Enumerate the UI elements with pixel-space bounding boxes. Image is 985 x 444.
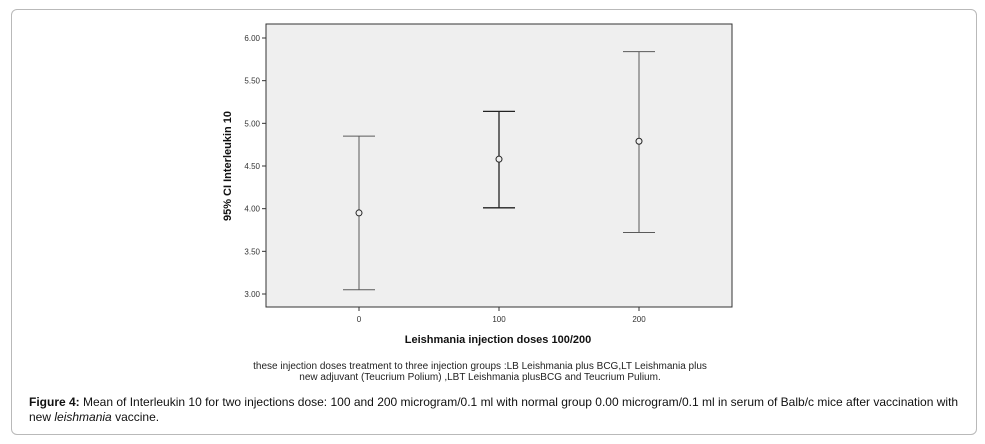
note-line-1: these injection doses treatment to three… <box>253 361 707 372</box>
y-tick-label: 4.00 <box>244 205 260 214</box>
error-bar-group <box>483 110 515 209</box>
error-bar-group <box>343 135 375 291</box>
y-tick-label: 5.50 <box>244 77 260 86</box>
mean-point <box>495 155 503 163</box>
chart: 3.00 3.50 4.00 4.50 5.00 5.50 6.00 0 100 200 95%… <box>222 23 733 346</box>
y-axis-title: 95% CI Interleukin 10 <box>222 111 234 221</box>
mean-point <box>355 209 363 217</box>
y-tick-label: 5.00 <box>244 119 260 128</box>
y-axis: 3.00 3.50 4.00 4.50 5.00 5.50 6.00 <box>244 34 266 299</box>
x-tick-label: 200 <box>632 315 646 324</box>
caption-label: Figure 4: <box>29 395 80 409</box>
note-line-2: new adjuvant (Teucrium Polium) ,LBT Leis… <box>299 372 661 383</box>
y-tick-label: 4.50 <box>244 162 260 171</box>
error-bar-group <box>623 51 655 234</box>
y-tick-label: 3.00 <box>244 290 260 299</box>
x-axis: 0 100 200 <box>357 307 646 324</box>
y-tick-label: 3.50 <box>244 247 260 256</box>
caption-text: Mean of Interleukin 10 for two injection… <box>29 395 959 424</box>
caption-text-end: vaccine. <box>111 410 160 424</box>
mean-point <box>635 137 643 145</box>
error-bars <box>343 51 655 291</box>
y-tick-label: 6.00 <box>244 34 260 43</box>
x-axis-title: Leishmania injection doses 100/200 <box>405 334 591 346</box>
x-tick-label: 100 <box>492 315 506 324</box>
x-tick-label: 0 <box>357 315 362 324</box>
caption-italic: leishmania <box>54 410 112 424</box>
figure-caption: Figure 4: Mean of Interleukin 10 for two… <box>29 395 969 425</box>
